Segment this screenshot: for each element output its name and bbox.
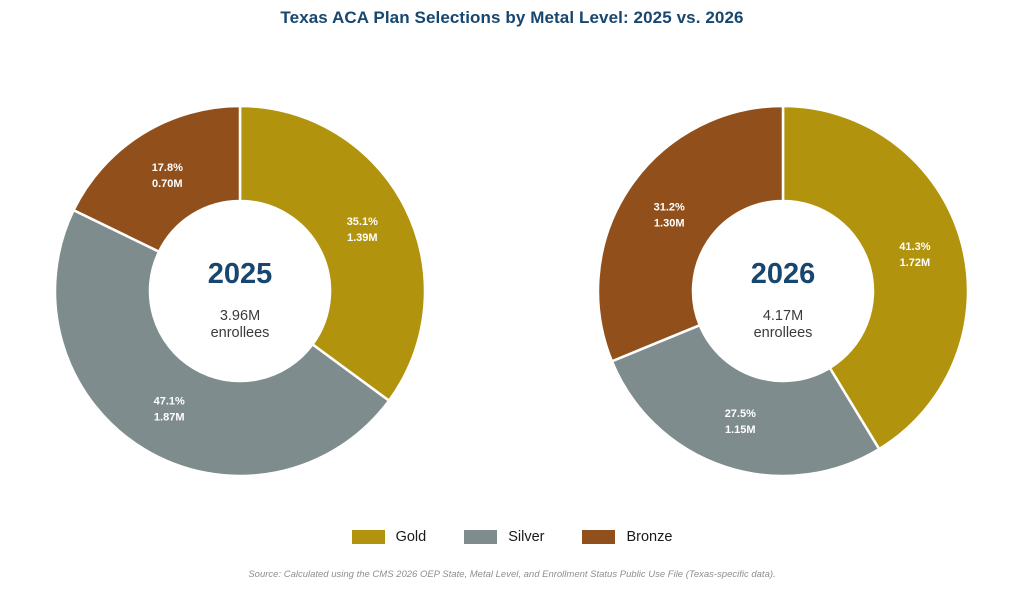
slice-silver-2026 xyxy=(610,323,881,478)
donut-svg-2026: 41.3% 1.72M 27.5% 1.15M 31.2% 1.30M 2026 4.17Me… xyxy=(596,104,970,478)
center-total-2026: 4.17M xyxy=(763,308,803,324)
legend-swatch-silver xyxy=(464,530,498,544)
slice-label-silver-2026: 27.5% 1.15M xyxy=(725,408,756,436)
slice-label-silver-2025: 47.1% 1.87M xyxy=(154,395,185,423)
slice-label-bronze-2026: 31.2% 1.30M xyxy=(654,202,685,230)
center-total-2025: 3.96M xyxy=(220,308,260,324)
donut-svg-2025: 35.1% 1.39M 47.1% 1.87M 17.8% 0.70M 2025 3.96Me… xyxy=(53,104,427,478)
legend-swatch-gold xyxy=(351,530,385,544)
slice-gold-2026 xyxy=(781,104,970,451)
legend-item-silver: Silver xyxy=(464,529,544,545)
legend-label-bronze: Bronze xyxy=(626,529,673,545)
legend-label-silver: Silver xyxy=(508,529,545,545)
center-unit-2026: enrollees xyxy=(754,325,813,341)
donut-chart-2025: 35.1% 1.39M 47.1% 1.87M 17.8% 0.70M 2025 3.96M e… xyxy=(50,101,430,481)
legend-label-gold: Gold xyxy=(395,529,427,545)
slice-label-bronze-2025: 17.8% 0.70M xyxy=(152,162,183,190)
slice-bronze-2025 xyxy=(71,104,242,254)
chart-title: Texas ACA Plan Selections by Metal Level… xyxy=(280,8,744,27)
legend-item-bronze: Bronze xyxy=(582,529,672,545)
legend: Gold Silver Bronze xyxy=(0,529,1024,545)
legend-item-gold: Gold xyxy=(351,529,427,545)
slice-label-gold-2025: 35.1% 1.39M xyxy=(347,216,378,244)
legend-swatch-bronze xyxy=(582,530,616,544)
slice-label-gold-2026: 41.3% 1.72M xyxy=(899,241,930,269)
donut-chart-2026: 41.3% 1.72M 27.5% 1.15M 31.2% 1.30M 2026 4.17M e… xyxy=(593,101,973,481)
center-year-2026: 2026 xyxy=(751,258,816,290)
slice-bronze-2026 xyxy=(596,104,785,363)
source-note: Source: Calculated using the CMS 2026 OE… xyxy=(248,569,776,580)
center-unit-2025: enrollees xyxy=(211,325,270,341)
slice-gold-2025 xyxy=(238,104,427,403)
center-year-2025: 2025 xyxy=(208,258,273,290)
slice-silver-2025 xyxy=(53,208,391,478)
